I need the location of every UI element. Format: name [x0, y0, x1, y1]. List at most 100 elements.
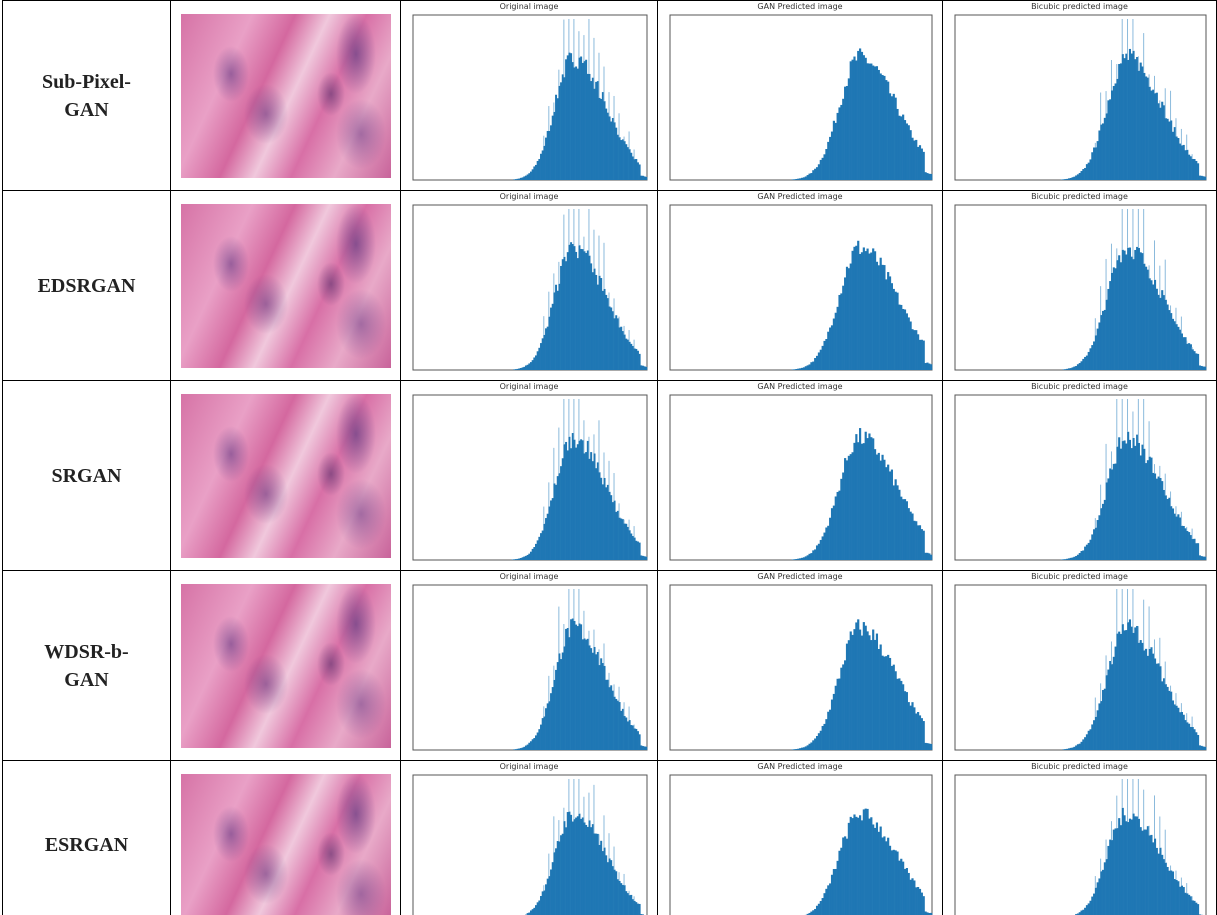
histogram-bar — [921, 718, 923, 750]
histogram-bar — [1158, 103, 1160, 180]
histogram-spike — [1192, 717, 1193, 727]
histogram-spike — [1154, 795, 1155, 838]
histogram-bar — [816, 736, 818, 750]
histogram-bar — [1089, 348, 1091, 370]
histogram-bar — [816, 545, 818, 560]
histogram-bar — [1091, 724, 1093, 750]
histogram-bar — [855, 817, 857, 915]
histogram-spike — [594, 38, 595, 89]
histogram-bar — [921, 893, 923, 915]
histogram-spike — [1170, 686, 1171, 692]
histogram-spike — [1186, 341, 1187, 344]
histogram-spike — [1138, 209, 1139, 248]
histogram-bar — [1089, 729, 1091, 750]
histogram-bar — [872, 66, 874, 180]
histogram-bar — [823, 893, 825, 915]
histogram-bar — [1174, 127, 1176, 180]
histogram-spike — [1165, 260, 1166, 300]
histogram-bar — [1149, 87, 1151, 180]
histogram-bar — [1195, 353, 1197, 370]
histogram-bar — [1143, 73, 1145, 180]
histogram-bar — [1129, 49, 1131, 180]
histogram-bar — [1143, 449, 1145, 560]
histogram-bar — [1199, 365, 1201, 370]
histogram-bar — [805, 366, 807, 370]
histogram-spike — [624, 326, 625, 335]
histogram-spike — [568, 209, 569, 245]
histogram-bar — [807, 365, 809, 370]
histogram-bar — [881, 265, 883, 370]
histogram-spike — [604, 452, 605, 478]
histogram-title: GAN Predicted image — [757, 192, 842, 201]
histogram-spike — [1122, 779, 1123, 808]
histogram-bar — [797, 179, 799, 180]
histogram: GAN Predicted image — [658, 381, 942, 565]
histogram-spike — [609, 292, 610, 306]
histogram-bar — [908, 508, 910, 560]
histogram-bar — [1181, 712, 1183, 750]
histogram-bar — [1093, 720, 1095, 750]
histogram-spike — [1165, 830, 1166, 863]
histogram-bar — [1084, 547, 1086, 560]
histogram-bar — [1140, 63, 1142, 180]
histogram-bar — [1177, 881, 1179, 915]
histogram-bar — [1163, 490, 1165, 560]
histogram-spike — [583, 420, 584, 453]
histogram-bar — [1174, 321, 1176, 370]
histogram-bar — [898, 490, 900, 560]
tissue-image — [181, 774, 391, 915]
histogram-spike — [568, 589, 569, 637]
histogram-bar — [859, 815, 861, 915]
histogram-bar — [1201, 176, 1203, 180]
histogram-spike — [629, 330, 630, 342]
histogram-bar — [1167, 119, 1169, 180]
histogram-spike — [629, 707, 630, 721]
histogram-bar — [863, 55, 865, 180]
histogram-bar — [1170, 692, 1172, 750]
histogram-spike — [1132, 412, 1133, 438]
histogram-bar — [1163, 859, 1165, 915]
histogram-bar — [825, 527, 827, 560]
histogram-bar — [1183, 145, 1185, 180]
histogram-bar — [1201, 556, 1203, 560]
histogram-bar — [1152, 654, 1154, 750]
histogram-spike — [1149, 826, 1150, 836]
histogram-bar — [838, 491, 840, 560]
histogram-bar — [1193, 539, 1195, 560]
histogram-spike — [624, 702, 625, 716]
histogram-bar — [1140, 827, 1142, 915]
histogram-bar — [868, 433, 870, 560]
histogram-bar — [865, 809, 867, 915]
histogram-bar — [859, 428, 861, 560]
histogram-bar — [883, 76, 885, 180]
histogram-bar — [1061, 559, 1063, 560]
histogram-bar — [799, 558, 801, 560]
histogram-bar — [846, 839, 848, 915]
histogram-bar — [1089, 901, 1091, 915]
histogram-bar — [1201, 746, 1203, 750]
histogram-bar — [1145, 76, 1147, 180]
histogram-spike — [589, 631, 590, 646]
histogram-bar — [1116, 828, 1118, 915]
histogram-bar — [1172, 508, 1174, 560]
histogram-bar — [895, 671, 897, 750]
histogram-spike — [599, 649, 600, 665]
histogram-spike — [1159, 100, 1160, 107]
histogram-bar — [1165, 495, 1167, 560]
histogram-bar — [872, 438, 874, 560]
histogram-bar — [1177, 327, 1179, 370]
histogram-bar — [1195, 732, 1197, 750]
histogram-bar — [1161, 681, 1163, 750]
histogram-spike — [1176, 871, 1177, 880]
histogram-bar — [921, 529, 923, 560]
histogram-bar — [838, 851, 840, 915]
histogram-bar — [1181, 526, 1183, 560]
histogram-bar — [1129, 819, 1131, 915]
histogram-bar — [911, 514, 913, 560]
histogram-bar — [1179, 330, 1181, 370]
histogram-spike — [1149, 421, 1150, 456]
histogram-bar — [810, 742, 812, 750]
histogram-bar — [1120, 825, 1122, 915]
histogram-bar — [1179, 712, 1181, 750]
histogram-bar — [833, 506, 835, 560]
